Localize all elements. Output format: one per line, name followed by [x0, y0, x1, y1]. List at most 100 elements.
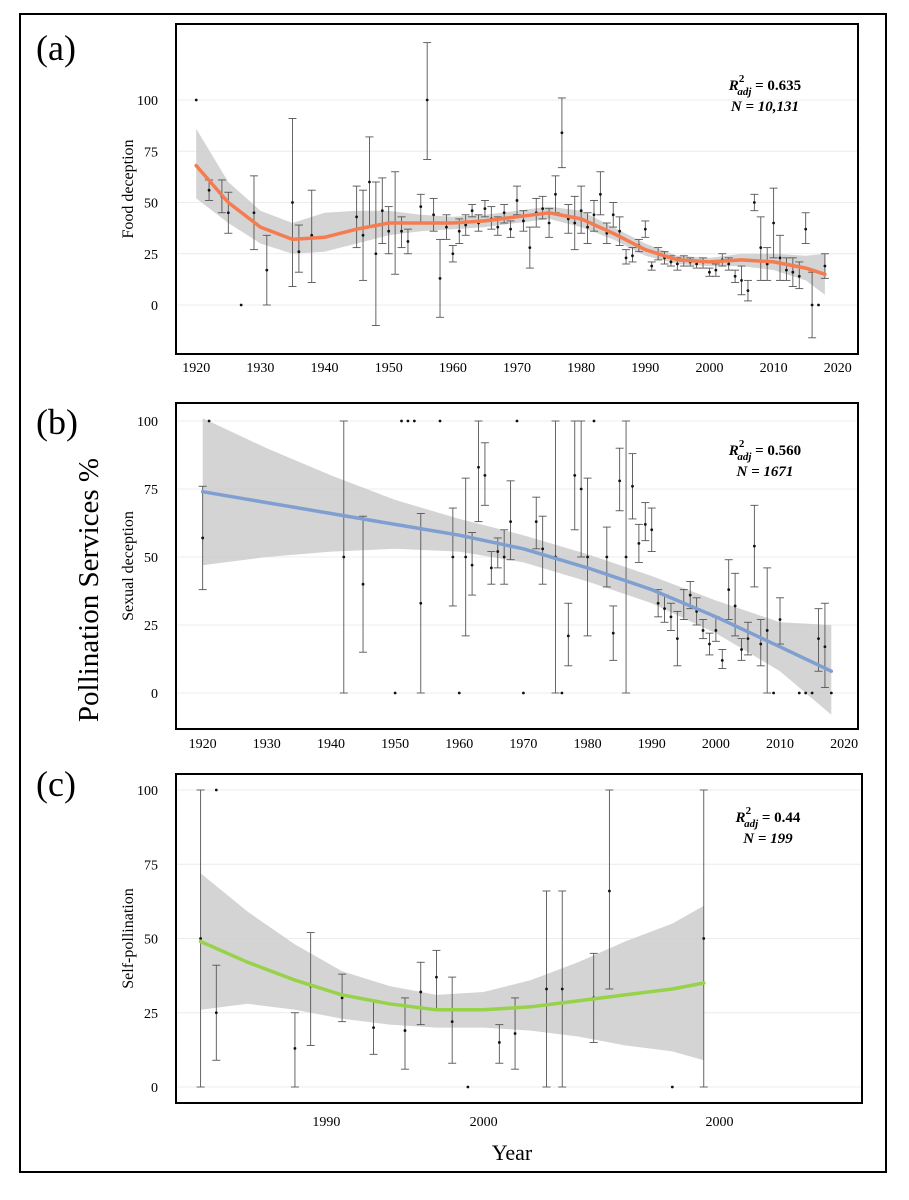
point-marker — [522, 219, 525, 223]
point-marker — [477, 465, 480, 469]
data-point — [711, 263, 720, 277]
data-point — [384, 206, 393, 255]
point-marker — [752, 201, 756, 204]
x-tick-label: 1950 — [381, 737, 409, 752]
point-marker — [669, 260, 673, 264]
data-point — [622, 249, 631, 265]
y-tick-label: 100 — [137, 94, 158, 109]
point-marker — [207, 419, 211, 423]
panel-ylabel: Self-pollination — [120, 888, 137, 988]
data-point — [468, 532, 477, 596]
point-marker — [720, 658, 724, 662]
point-marker — [618, 229, 622, 233]
panel-ylabel: Food deception — [120, 139, 137, 238]
data-point — [506, 220, 515, 238]
x-tick-label: 2020 — [830, 737, 858, 752]
point-marker — [432, 213, 436, 217]
point-marker — [451, 252, 455, 256]
x-tick-label: 1990 — [631, 361, 659, 376]
point-marker — [310, 233, 314, 237]
point-marker — [740, 648, 743, 651]
point-marker — [403, 1029, 407, 1032]
data-point — [788, 257, 797, 287]
panel-label: (c) — [36, 764, 76, 804]
point-marker — [823, 645, 827, 649]
point-marker — [817, 303, 820, 307]
data-point — [705, 267, 714, 277]
point-marker — [797, 274, 801, 278]
point-marker — [496, 550, 500, 553]
point-marker — [579, 209, 583, 213]
data-point — [602, 222, 611, 244]
data-point — [455, 218, 464, 244]
data-point — [583, 477, 592, 637]
x-tick-label: 1960 — [445, 737, 473, 752]
point-marker — [592, 419, 596, 423]
point-marker — [586, 225, 589, 229]
data-point — [763, 247, 772, 281]
data-point — [820, 253, 829, 279]
data-point — [438, 419, 442, 423]
data-point — [403, 228, 412, 255]
data-point — [338, 973, 347, 1023]
data-point — [288, 117, 297, 287]
data-point — [429, 197, 438, 232]
data-point — [495, 1024, 504, 1064]
data-point — [724, 559, 733, 621]
data-point — [239, 303, 243, 307]
data-point — [442, 214, 451, 240]
point-marker — [393, 691, 397, 695]
point-marker — [708, 270, 711, 274]
y-tick-label: 75 — [144, 858, 158, 873]
x-tick-label: 1940 — [311, 361, 339, 376]
point-marker — [554, 192, 557, 196]
y-tick-label: 25 — [144, 248, 158, 263]
point-marker — [608, 889, 611, 893]
data-point — [466, 1085, 470, 1089]
data-point — [542, 890, 551, 1088]
data-point — [207, 419, 211, 423]
data-point — [743, 279, 752, 302]
point-marker — [829, 691, 833, 695]
x-tick-label: 1920 — [189, 737, 217, 752]
y-tick-label: 0 — [151, 687, 158, 702]
data-point — [647, 507, 656, 553]
point-marker — [513, 1032, 517, 1035]
point-marker — [759, 642, 763, 646]
data-point — [480, 442, 489, 506]
data-point — [817, 303, 820, 307]
point-marker — [541, 547, 545, 551]
point-marker — [265, 268, 269, 272]
point-marker — [400, 229, 403, 233]
point-marker — [631, 484, 634, 488]
n-annotation: N = 1671 — [736, 464, 794, 480]
point-marker — [355, 215, 359, 219]
point-marker — [772, 691, 776, 695]
panel-c: (c) 0 25 50 75 100 1990 2000 2000 Self-pollinatio… — [36, 764, 863, 1130]
point-marker — [489, 566, 493, 570]
point-marker — [214, 788, 218, 792]
point-marker — [406, 419, 410, 423]
y-tick-label: 0 — [151, 299, 158, 314]
point-marker — [592, 213, 596, 217]
point-marker — [451, 555, 455, 559]
point-marker — [797, 691, 801, 695]
data-point — [763, 567, 772, 694]
data-point — [705, 632, 714, 656]
data-point — [641, 502, 650, 542]
point-marker — [650, 264, 654, 268]
point-marker — [669, 615, 673, 619]
data-point — [602, 526, 611, 588]
point-marker — [534, 520, 538, 524]
data-point — [400, 419, 403, 423]
point-marker — [450, 1020, 454, 1024]
data-point — [750, 193, 759, 212]
data-point — [564, 602, 573, 667]
x-tick-label: 1970 — [509, 737, 537, 752]
point-marker — [611, 631, 615, 635]
point-marker — [778, 618, 782, 621]
data-point — [474, 420, 483, 523]
point-marker — [605, 555, 609, 559]
point-marker — [239, 303, 243, 307]
data-point — [699, 619, 708, 640]
